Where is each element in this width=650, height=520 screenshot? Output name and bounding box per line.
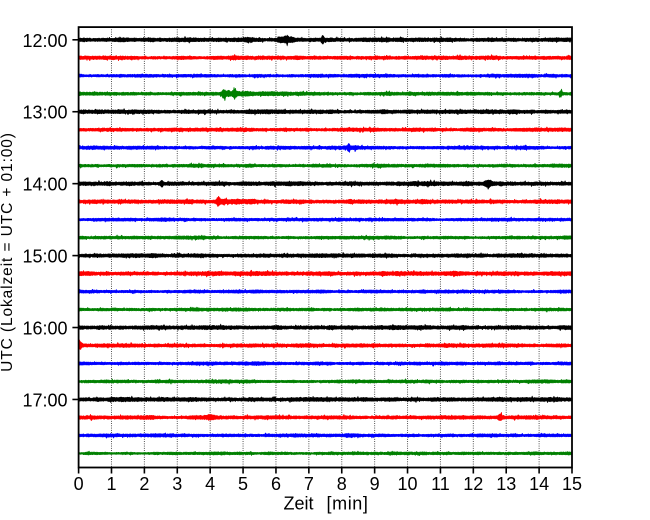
svg-text:12: 12 — [463, 474, 483, 494]
svg-text:UTC (Lokalzeit = UTC + 01:00): UTC (Lokalzeit = UTC + 01:00) — [0, 132, 16, 372]
svg-text:4: 4 — [205, 474, 215, 494]
svg-text:14:00: 14:00 — [22, 175, 67, 195]
svg-text:13:00: 13:00 — [22, 103, 67, 123]
svg-text:15:00: 15:00 — [22, 247, 67, 267]
svg-text:15: 15 — [562, 474, 582, 494]
svg-text:Zeit: Zeit — [283, 493, 313, 513]
svg-text:3: 3 — [172, 474, 182, 494]
svg-text:8: 8 — [337, 474, 347, 494]
svg-text:12:00: 12:00 — [22, 31, 67, 51]
svg-text:[min]: [min] — [327, 493, 369, 513]
svg-text:10: 10 — [398, 474, 418, 494]
svg-text:7: 7 — [304, 474, 314, 494]
svg-text:0: 0 — [74, 474, 84, 494]
svg-text:11: 11 — [431, 474, 450, 494]
svg-text:16:00: 16:00 — [22, 319, 67, 339]
svg-text:6: 6 — [271, 474, 281, 494]
svg-text:1: 1 — [106, 474, 116, 494]
svg-text:2: 2 — [139, 474, 149, 494]
svg-text:9: 9 — [370, 474, 380, 494]
svg-text:13: 13 — [496, 474, 516, 494]
svg-text:5: 5 — [238, 474, 248, 494]
svg-text:17:00: 17:00 — [22, 391, 67, 411]
svg-text:14: 14 — [529, 474, 549, 494]
